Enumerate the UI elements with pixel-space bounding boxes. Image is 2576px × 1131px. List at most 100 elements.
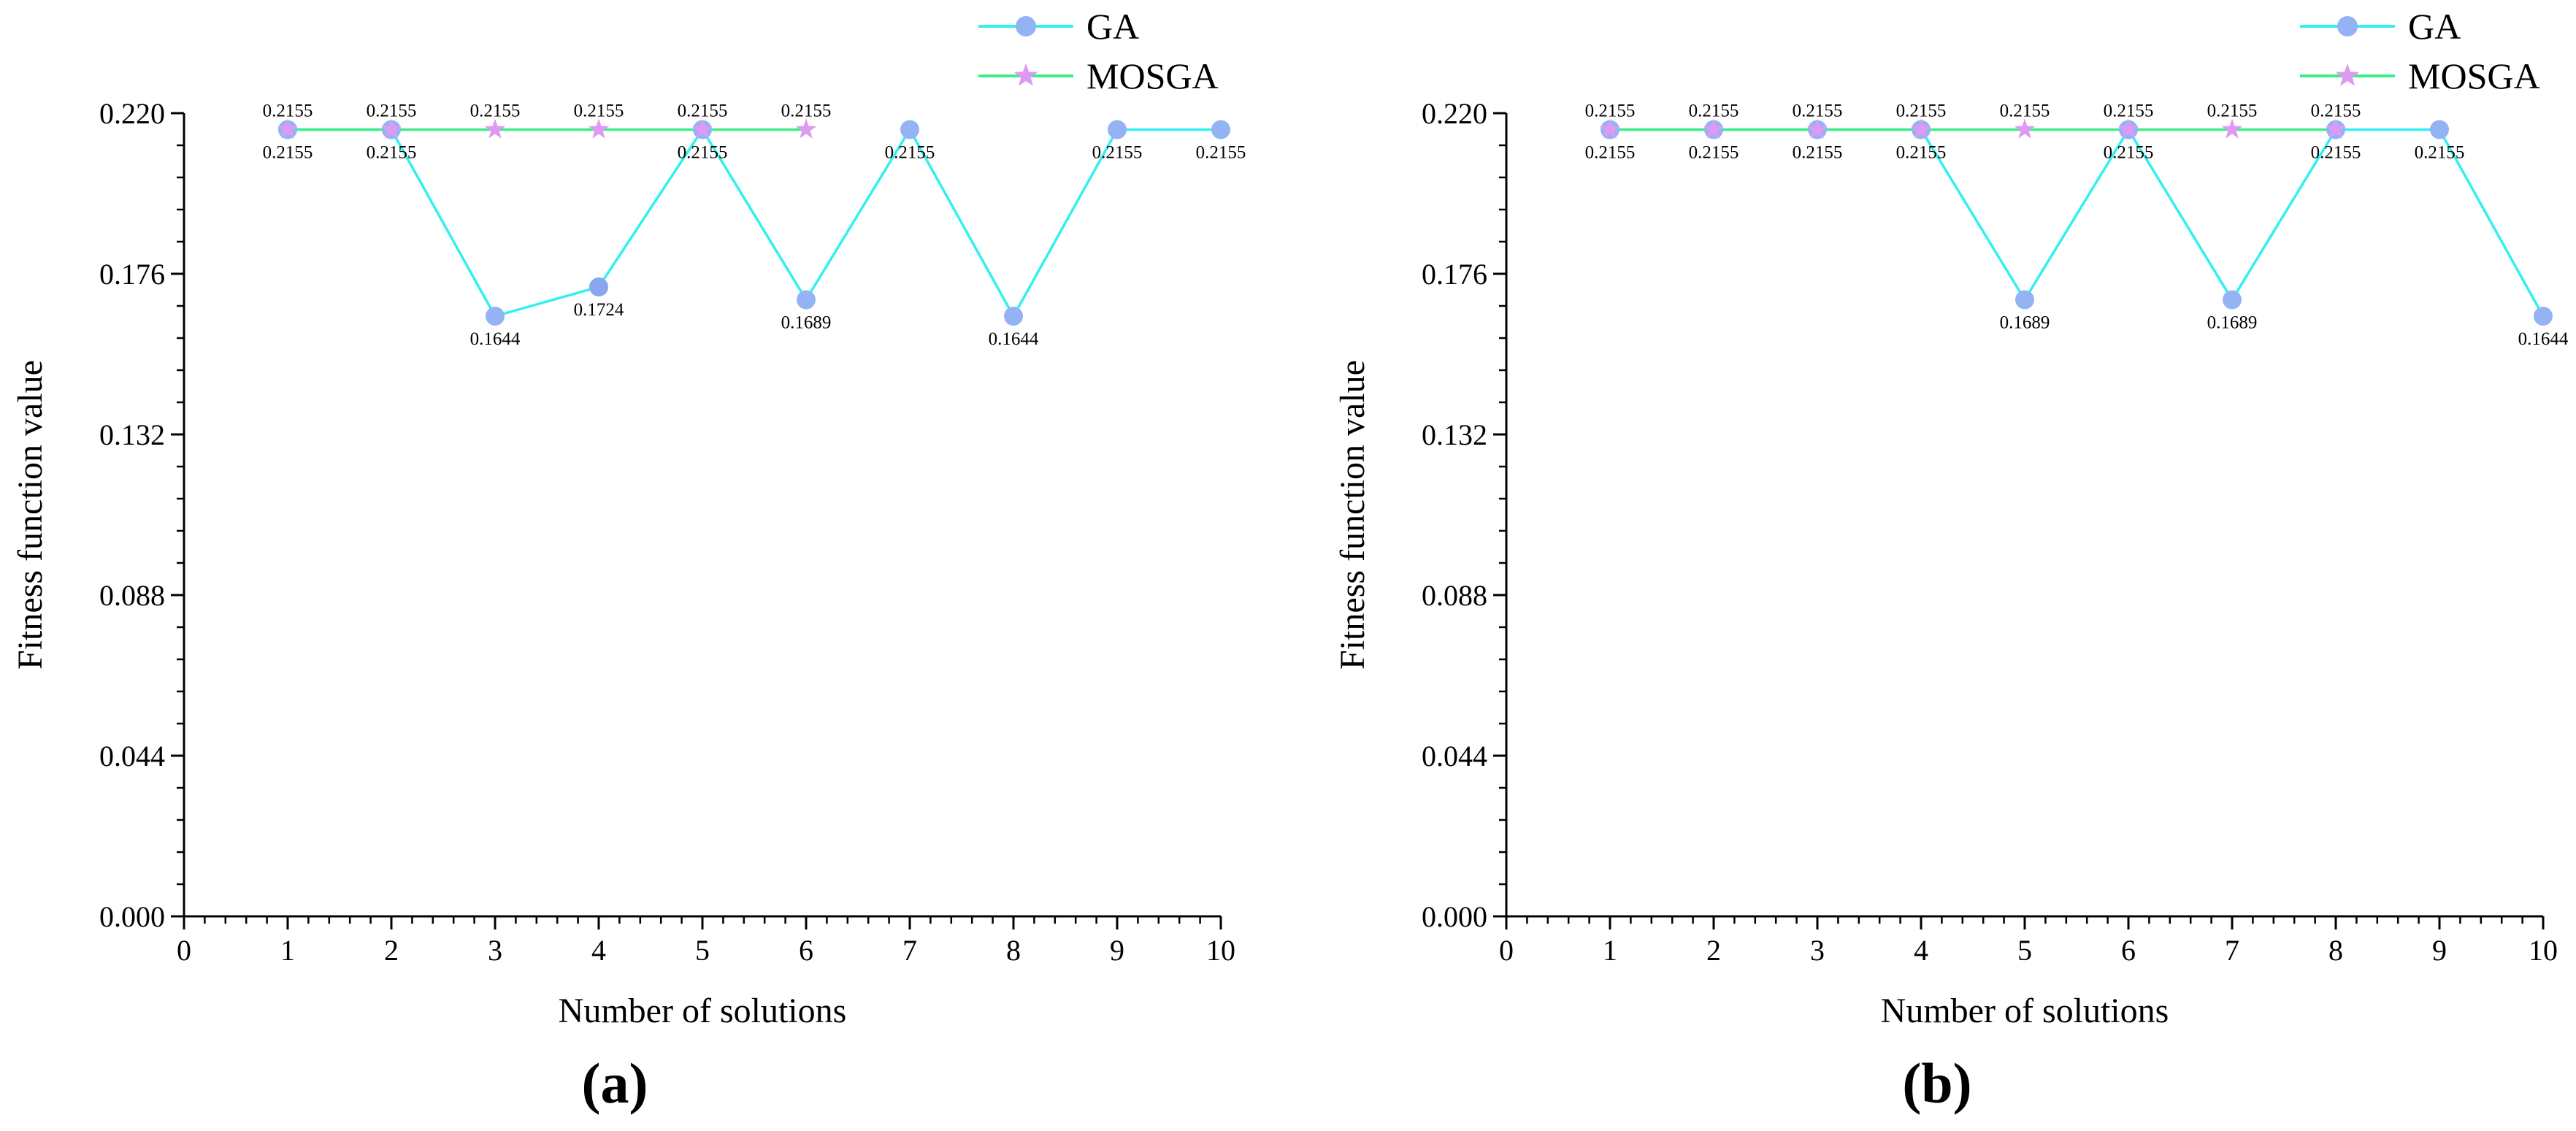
legend-marker-ga: [2337, 16, 2358, 37]
data-point-ga: [2430, 120, 2449, 139]
data-label-ga: 0.1689: [2000, 313, 2050, 333]
data-point-ga: [1211, 120, 1230, 139]
data-point-mosga: [484, 118, 506, 139]
panel-label: (b): [1902, 1051, 1971, 1115]
data-label-mosga: 0.2155: [263, 101, 313, 121]
data-label-mosga: 0.2155: [2207, 101, 2258, 121]
series-line-ga: [288, 127, 1221, 319]
data-label-ga: 0.2155: [263, 143, 313, 163]
data-label-ga: 0.2155: [1092, 143, 1143, 163]
data-label-ga: 0.2155: [1793, 143, 1843, 163]
x-tick-label: 10: [1206, 934, 1235, 967]
x-tick-label: 7: [2225, 934, 2239, 967]
y-tick-label: 0.220: [1422, 97, 1487, 130]
data-point-ga: [589, 277, 608, 296]
legend: GA MOSGA: [978, 6, 1219, 96]
y-tick-label: 0.176: [99, 258, 165, 291]
data-point-ga: [797, 290, 816, 310]
x-tick-label: 6: [799, 934, 813, 967]
x-axis-title: Number of solutions: [559, 992, 847, 1030]
data-label-ga: 0.2155: [367, 143, 417, 163]
x-tick-label: 3: [488, 934, 502, 967]
data-label-mosga: 0.2155: [2000, 101, 2050, 121]
data-point-ga: [2223, 290, 2242, 310]
data-label-mosga: 0.2155: [367, 101, 417, 121]
data-label-ga: 0.1724: [574, 300, 624, 320]
data-point-mosga: [691, 118, 713, 139]
data-point-mosga: [1703, 118, 1725, 139]
legend-marker-mosga: [1013, 64, 1038, 86]
x-tick-label: 8: [2328, 934, 2343, 967]
data-label-mosga: 0.2155: [1896, 101, 1947, 121]
x-tick-label: 2: [384, 934, 399, 967]
x-tick-label: 0: [177, 934, 191, 967]
legend-label-ga: GA: [1086, 6, 1139, 47]
x-tick-label: 10: [2529, 934, 2558, 967]
y-tick-label: 0.132: [1422, 418, 1487, 451]
x-axis-title: Number of solutions: [1881, 992, 2169, 1030]
y-axis-title: Fitness function value: [1333, 360, 1372, 670]
x-tick-label: 1: [280, 934, 295, 967]
y-tick-label: 0.000: [1422, 900, 1487, 933]
data-point-mosga: [380, 118, 402, 139]
legend-marker-ga: [1016, 16, 1036, 37]
data-point-ga: [2015, 290, 2034, 310]
y-tick-label: 0.132: [99, 418, 165, 451]
series-line-ga: [1610, 127, 2545, 317]
x-tick-label: 3: [1810, 934, 1825, 967]
chart-panel-b: (b) 0.000 0.044 0.088 0.132 0.176 0.220 0 1 2 3 4 5…: [1333, 6, 2569, 1115]
panel-label: (a): [582, 1051, 648, 1115]
data-point-ga: [486, 307, 505, 326]
y-tick-label: 0.044: [99, 740, 165, 772]
data-point-ga: [1004, 307, 1023, 326]
data-label-ga: 0.1644: [470, 329, 521, 349]
data-label-mosga: 0.2155: [1689, 101, 1739, 121]
data-point-ga: [900, 120, 919, 139]
data-label-mosga: 0.2155: [574, 101, 624, 121]
data-point-ga: [1108, 120, 1127, 139]
x-tick-label: 0: [1499, 934, 1514, 967]
legend: GA MOSGA: [2300, 6, 2540, 96]
data-point-mosga: [2325, 118, 2347, 139]
data-point-mosga: [795, 118, 817, 139]
data-point-mosga: [2014, 118, 2036, 139]
x-tick-label: 5: [695, 934, 710, 967]
data-label-mosga: 0.2155: [678, 101, 728, 121]
data-label-ga: 0.2155: [2104, 143, 2154, 163]
data-label-ga: 0.2155: [2415, 143, 2465, 163]
data-label-ga: 0.2155: [678, 143, 728, 163]
data-label-mosga: 0.2155: [1793, 101, 1843, 121]
data-label-ga: 0.2155: [1196, 143, 1246, 163]
x-tick-label: 1: [1603, 934, 1617, 967]
data-label-ga: 0.2155: [1689, 143, 1739, 163]
data-label-mosga: 0.2155: [2311, 101, 2361, 121]
legend-label-ga: GA: [2408, 6, 2461, 47]
legend-label-mosga: MOSGA: [1086, 55, 1219, 96]
x-tick-label: 6: [2121, 934, 2136, 967]
data-label-ga: 0.2155: [885, 143, 935, 163]
data-label-mosga: 0.2155: [1585, 101, 1636, 121]
data-label-ga: 0.1644: [2518, 329, 2569, 349]
data-label-mosga: 0.2155: [2104, 101, 2154, 121]
chart-panel-a: (a) 0.000 0.044 0.088 0.132 0.176 0.220 0 1 2 3 4 5…: [11, 6, 1246, 1115]
y-axis-title: Fitness function value: [11, 360, 50, 670]
data-label-ga: 0.1689: [781, 313, 832, 333]
data-point-mosga: [588, 118, 610, 139]
x-tick-label: 8: [1006, 934, 1021, 967]
x-tick-label: 9: [2432, 934, 2447, 967]
legend-marker-mosga: [2335, 64, 2360, 86]
x-tick-label: 4: [1914, 934, 1928, 967]
data-point-mosga: [1806, 118, 1828, 139]
y-tick-label: 0.044: [1422, 740, 1487, 772]
data-label-mosga: 0.2155: [470, 101, 521, 121]
data-point-mosga: [2221, 118, 2243, 139]
data-point-mosga: [1910, 118, 1932, 139]
x-tick-label: 4: [591, 934, 606, 967]
data-point-mosga: [2117, 118, 2139, 139]
data-point-mosga: [277, 118, 299, 139]
data-label-ga: 0.1689: [2207, 313, 2258, 333]
data-label-mosga: 0.2155: [781, 101, 832, 121]
data-label-ga: 0.2155: [1896, 143, 1947, 163]
legend-label-mosga: MOSGA: [2408, 55, 2540, 96]
